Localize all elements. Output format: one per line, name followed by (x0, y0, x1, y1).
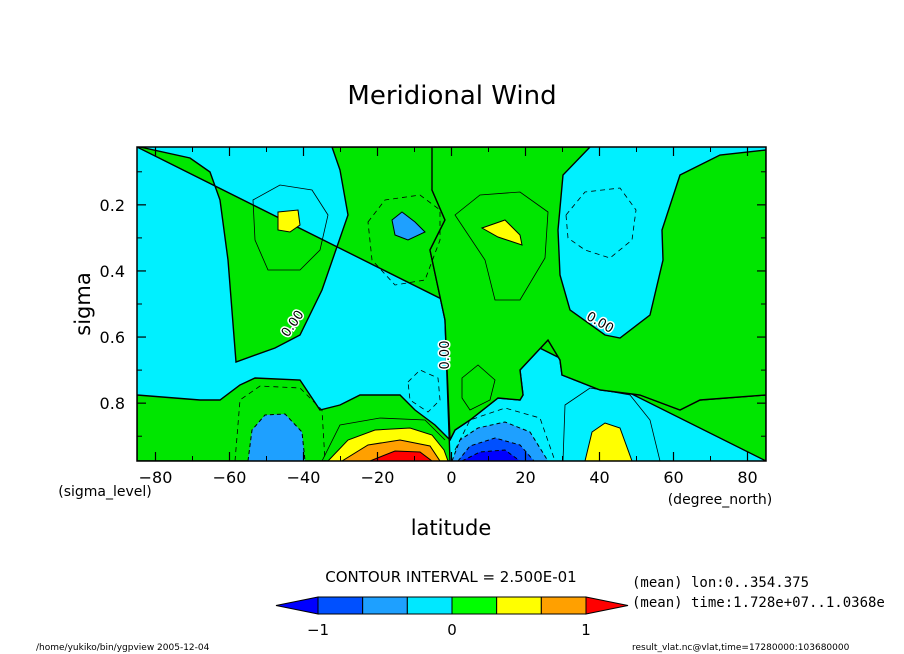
colorbar-extend-high (586, 597, 628, 614)
colorbar-swatch-1 (363, 597, 408, 614)
colorbar-tick-label-0: −1 (307, 621, 329, 639)
colorbar-swatch-4 (497, 597, 542, 614)
plot-area: 0.00 0.00 0.00 (137, 147, 766, 461)
colorbar-swatch-3 (452, 597, 497, 614)
footer-right: result_vlat.nc@vlat,time=17280000:103680… (632, 643, 850, 653)
y-tick-label-2: 0.6 (100, 328, 125, 347)
x-tick-label-1: −60 (213, 468, 247, 487)
colorbar-extend-low (276, 597, 318, 614)
x-tick-label-6: 40 (589, 468, 609, 487)
x-tick-label-4: 0 (446, 468, 456, 487)
x-tick-label-3: −20 (361, 468, 395, 487)
colorbar-tick-label-1: 0 (447, 621, 457, 639)
mean-time-text: (mean) time:1.728e+07..1.0368e (632, 595, 885, 611)
x-axis-label: latitude (411, 516, 492, 540)
y-axis-label: sigma (71, 272, 95, 335)
chart-title: Meridional Wind (347, 81, 556, 111)
colorbar-swatch-0 (318, 597, 363, 614)
mean-lon-text: (mean) lon:0..354.375 (632, 575, 809, 591)
colorbar: −1 0 1 (276, 597, 628, 639)
y-tick-label-0: 0.2 (100, 196, 125, 215)
x-axis-unit: (degree_north) (668, 492, 773, 508)
y-tick-label-1: 0.4 (100, 262, 125, 281)
y-axis-unit: (sigma_level) (58, 484, 152, 500)
y-tick-label-3: 0.8 (100, 394, 125, 413)
x-tick-label-8: 80 (737, 468, 757, 487)
footer-left: /home/yukiko/bin/ygpview 2005-12-04 (36, 643, 210, 653)
contour-label-center: 0.00 (438, 341, 453, 370)
x-tick-label-5: 20 (515, 468, 535, 487)
colorbar-swatch-5 (541, 597, 586, 614)
x-tick-label-7: 60 (663, 468, 683, 487)
contour-interval-text: CONTOUR INTERVAL = 2.500E-01 (325, 568, 576, 586)
colorbar-swatch-2 (407, 597, 452, 614)
x-tick-label-2: −40 (287, 468, 321, 487)
colorbar-tick-label-2: 1 (581, 621, 591, 639)
